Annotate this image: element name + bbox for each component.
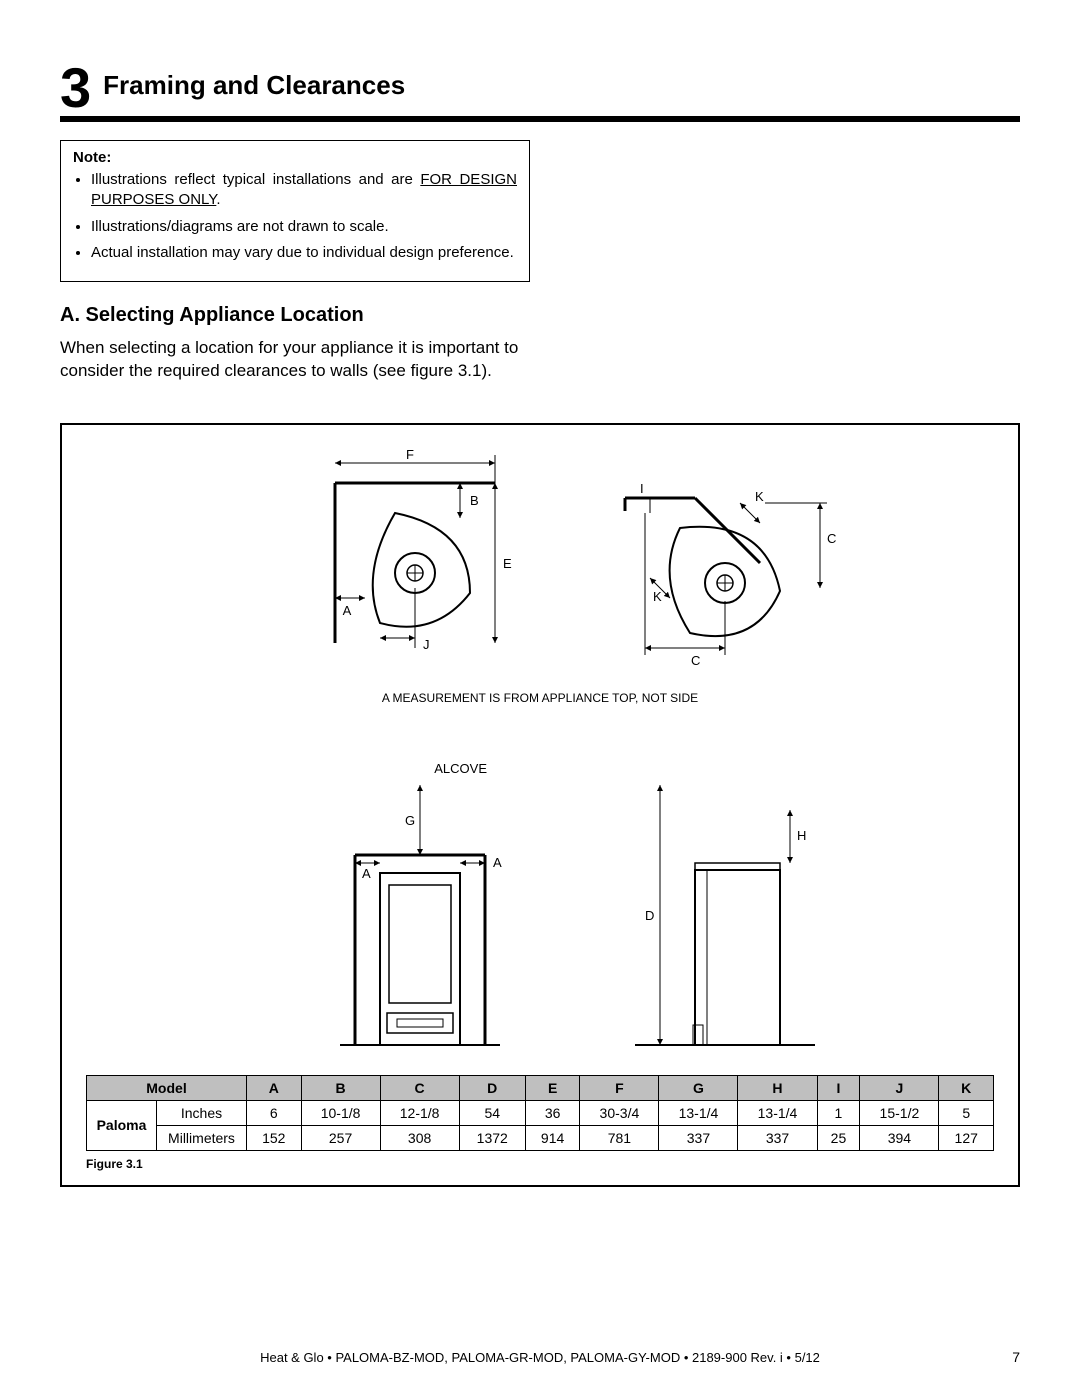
svg-text:ALCOVE: ALCOVE <box>434 761 487 776</box>
svg-text:K: K <box>755 489 764 504</box>
figure-label: Figure 3.1 <box>86 1157 994 1171</box>
body-paragraph: When selecting a location for your appli… <box>60 337 580 383</box>
diagram-caption-top: A MEASUREMENT IS FROM APPLIANCE TOP, NOT… <box>86 691 994 705</box>
th-model: Model <box>87 1075 247 1100</box>
table-row: Millimeters 152 257 308 1372 914 781 337… <box>87 1125 994 1150</box>
note-list: Illustrations reflect typical installati… <box>73 170 517 263</box>
diagram-top-right: I K K C C <box>595 443 875 683</box>
page-footer: Heat & Glo • PALOMA-BZ-MOD, PALOMA-GR-MO… <box>0 1350 1080 1365</box>
svg-text:A: A <box>493 855 502 870</box>
diagram-top-left: F A B E J <box>205 443 515 683</box>
note-item: Illustrations reflect typical installati… <box>91 170 517 211</box>
section-header: 3 Framing and Clearances <box>60 60 1020 122</box>
page-number: 7 <box>1012 1349 1020 1365</box>
svg-text:E: E <box>503 556 512 571</box>
svg-text:C: C <box>827 531 836 546</box>
note-box: Note: Illustrations reflect typical inst… <box>60 140 530 282</box>
svg-text:J: J <box>423 637 430 652</box>
dimensions-table: Model A B C D E F G H I J K Paloma Inche… <box>86 1075 994 1151</box>
note-item: Actual installation may vary due to indi… <box>91 243 517 263</box>
svg-text:A: A <box>343 603 352 618</box>
diagram-front: ALCOVE G A A <box>235 745 535 1055</box>
svg-text:G: G <box>405 813 415 828</box>
section-number: 3 <box>60 60 91 116</box>
td-model: Paloma <box>87 1100 157 1150</box>
svg-text:D: D <box>645 908 654 923</box>
note-label: Note: <box>73 149 517 166</box>
svg-text:A: A <box>362 866 371 881</box>
note-item: Illustrations/diagrams are not drawn to … <box>91 217 517 237</box>
svg-text:B: B <box>470 493 479 508</box>
diagrams-bottom-row: ALCOVE G A A <box>86 745 994 1055</box>
figure-frame: F A B E J I <box>60 423 1020 1187</box>
svg-text:H: H <box>797 828 806 843</box>
section-title: Framing and Clearances <box>103 70 405 107</box>
diagrams-top-row: F A B E J I <box>86 443 994 683</box>
svg-text:F: F <box>406 447 414 462</box>
subheading-a: A. Selecting Appliance Location <box>60 304 1020 327</box>
table-row: Paloma Inches 6 10-1/8 12-1/8 54 36 30-3… <box>87 1100 994 1125</box>
svg-text:C: C <box>691 653 700 668</box>
diagram-side: H D <box>615 745 845 1055</box>
svg-text:K: K <box>653 589 662 604</box>
svg-text:I: I <box>640 481 644 496</box>
